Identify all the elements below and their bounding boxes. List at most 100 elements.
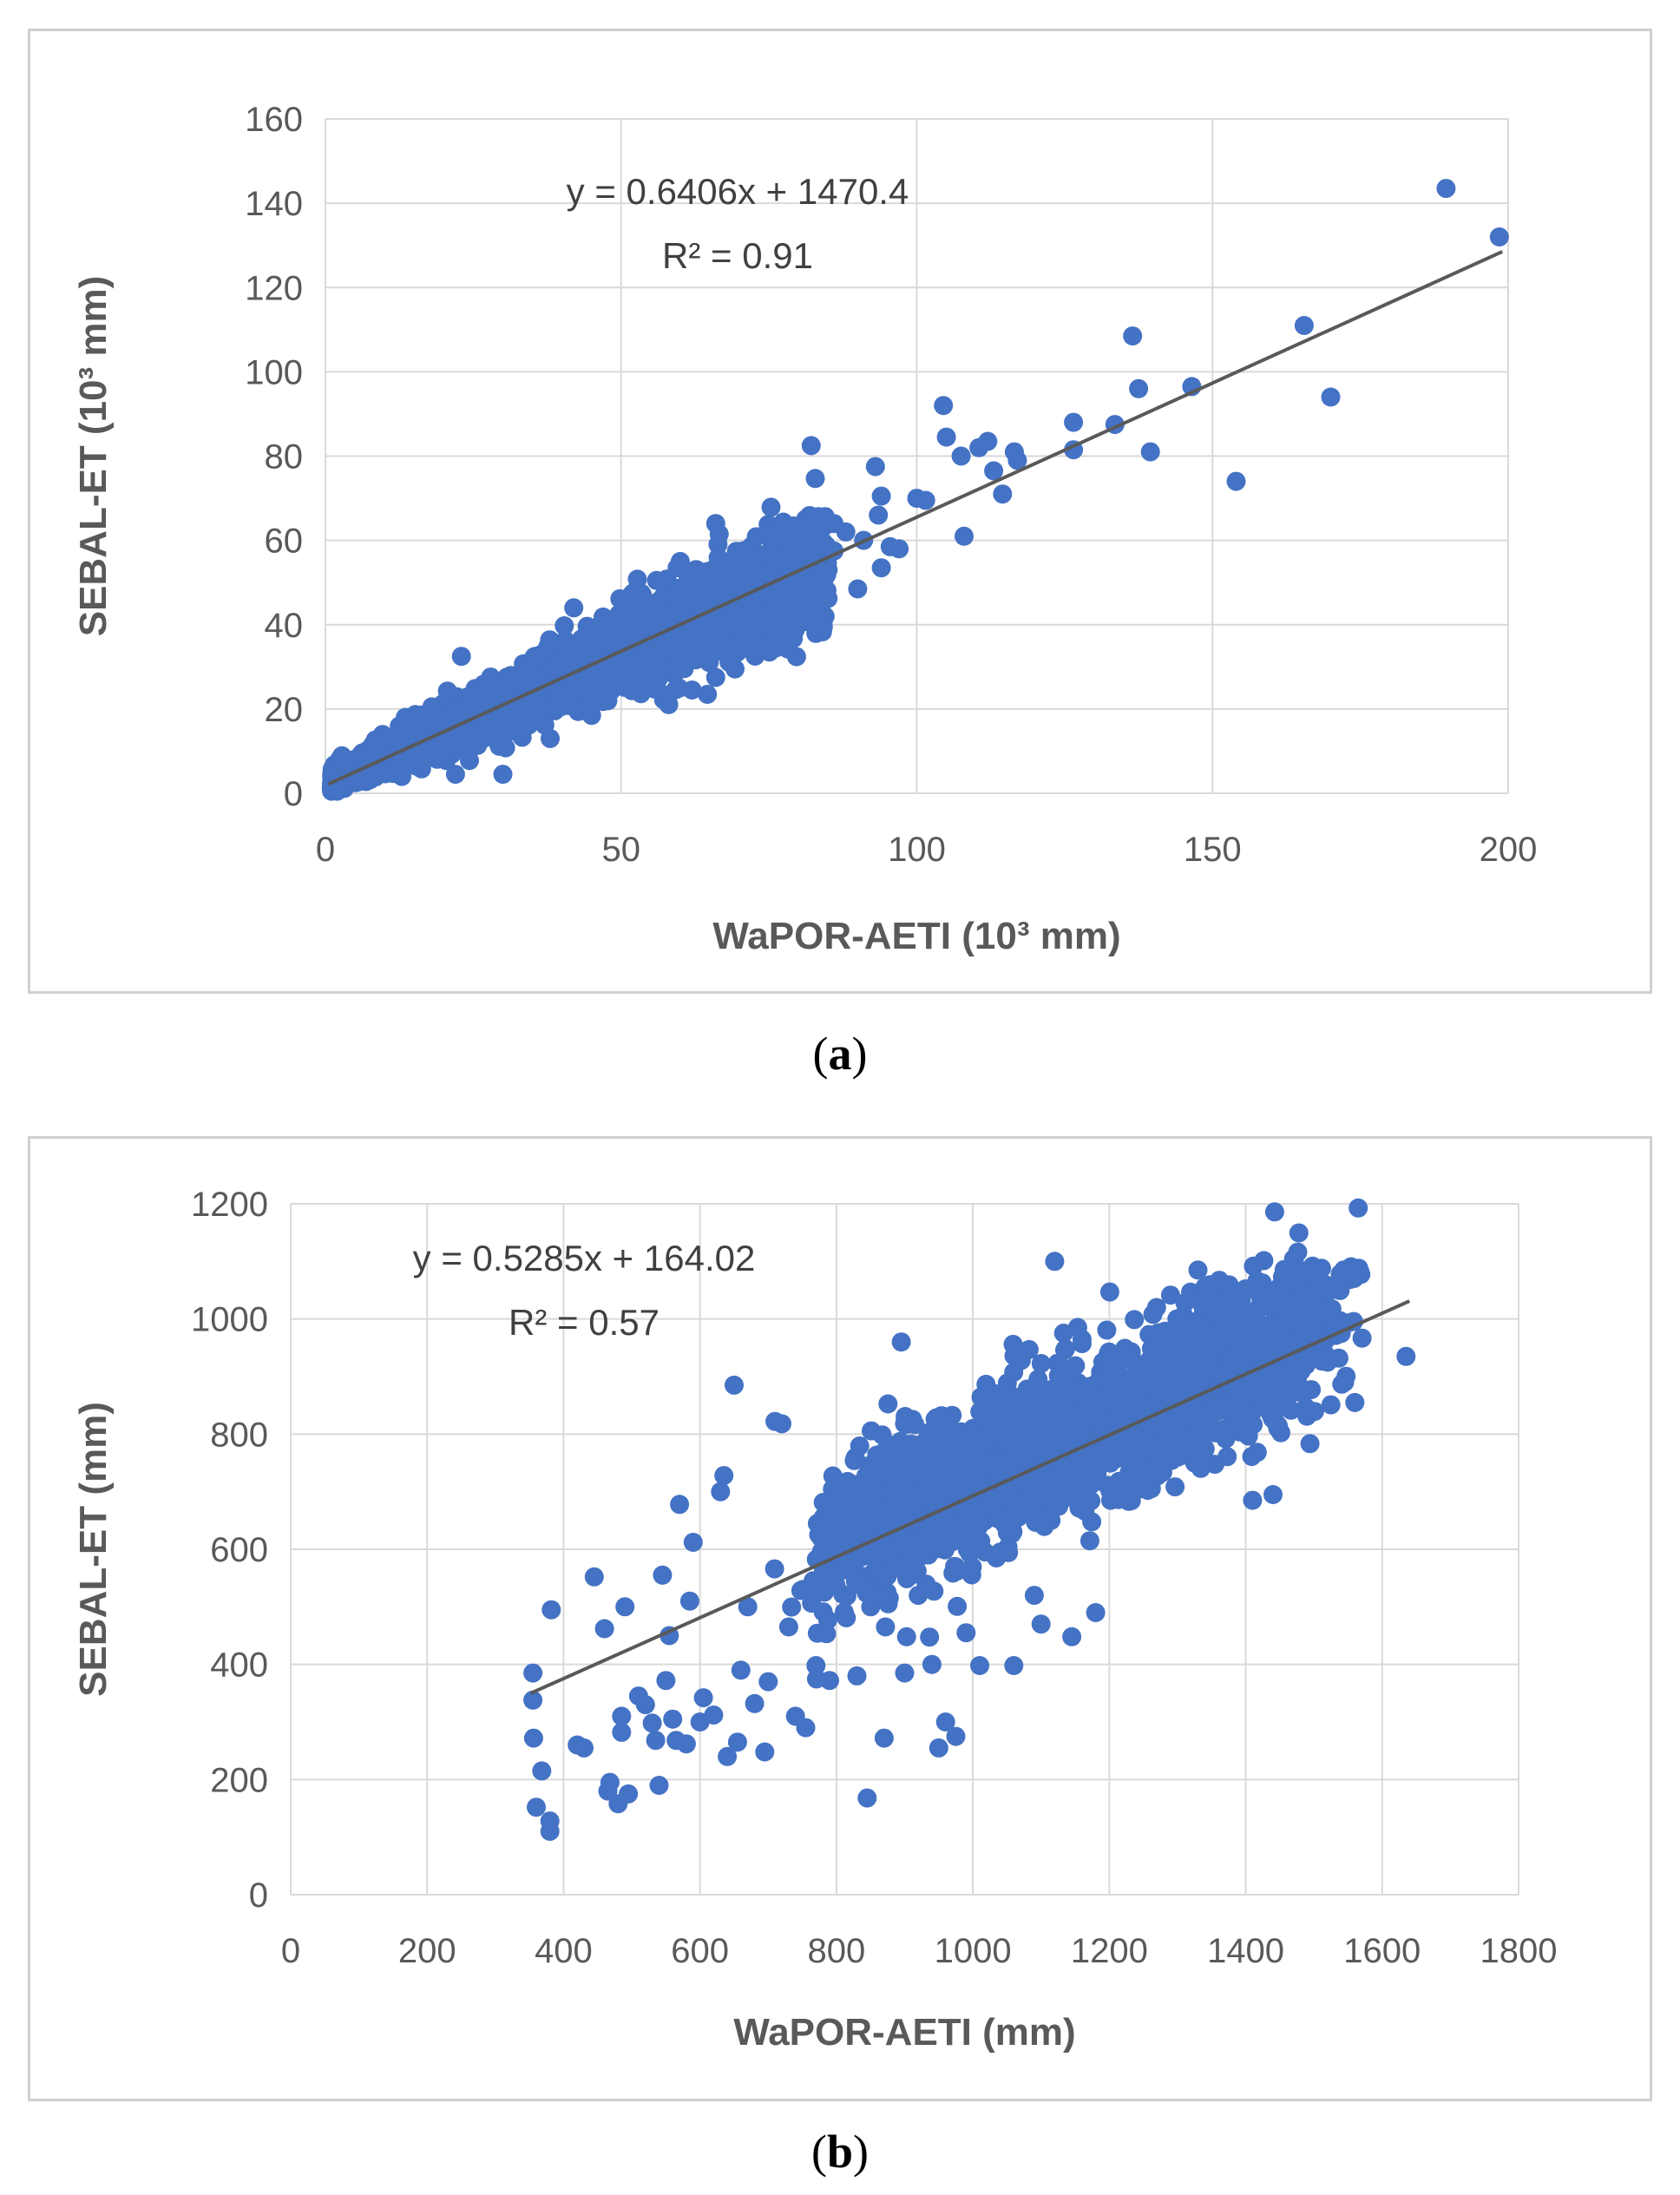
y-tick-label: 800 [210, 1416, 268, 1454]
data-point [705, 514, 725, 534]
data-point [1244, 1415, 1263, 1435]
data-point [942, 1532, 961, 1552]
data-point [993, 1511, 1013, 1531]
data-point [574, 1738, 594, 1758]
data-point [948, 1561, 968, 1581]
data-point [584, 1567, 604, 1587]
data-point [1165, 1477, 1185, 1497]
data-point [451, 647, 471, 667]
data-point [971, 1387, 991, 1407]
data-point [1062, 1627, 1082, 1646]
data-point [1160, 1285, 1180, 1305]
data-point [493, 765, 513, 785]
data-point [663, 1709, 683, 1729]
chart-panel-b: 0 200 400 600 800 1000 1200 1400 1600 1800 0 200 400… [28, 1136, 1652, 2101]
data-point [1066, 1383, 1085, 1403]
data-point [698, 617, 718, 637]
y-tick-label: 600 [210, 1531, 268, 1569]
data-point [920, 1627, 940, 1647]
data-point [847, 1666, 867, 1686]
data-point [1294, 316, 1314, 335]
data-point [765, 557, 785, 577]
data-point [1170, 1429, 1190, 1449]
data-point [1216, 1364, 1236, 1383]
data-point [1336, 1265, 1356, 1285]
data-point [1123, 326, 1143, 346]
data-point [581, 706, 601, 726]
data-point [1004, 1656, 1024, 1675]
data-point [1086, 1603, 1106, 1622]
x-tick-label: 1000 [935, 1932, 1012, 1970]
data-point [796, 1718, 816, 1738]
data-point [1284, 1309, 1303, 1329]
data-point [777, 614, 797, 634]
data-point [1244, 1278, 1264, 1298]
y-tick-label: 40 [265, 607, 304, 645]
data-point [778, 1617, 798, 1637]
data-point [970, 1656, 989, 1675]
data-point [1321, 1395, 1341, 1415]
data-point [1064, 412, 1084, 432]
data-point [634, 660, 654, 680]
data-point [1031, 1614, 1051, 1634]
data-point [1119, 1406, 1139, 1426]
data-point [1255, 1385, 1275, 1405]
data-point [837, 1608, 856, 1627]
data-point [912, 1453, 932, 1473]
data-point [1269, 1318, 1289, 1337]
data-point [1142, 1361, 1162, 1381]
data-point [955, 526, 974, 546]
data-point [555, 616, 574, 635]
trendline [529, 1299, 1411, 1695]
x-tick-label: 1200 [1071, 1932, 1148, 1970]
data-point [765, 531, 784, 551]
data-point [1191, 1458, 1211, 1478]
data-point [861, 1597, 881, 1617]
data-point [1067, 1318, 1087, 1337]
data-point [746, 527, 766, 547]
data-point [1300, 1434, 1320, 1454]
scatter-chart-a: 0 50 100 150 200 0 20 40 60 80 100 120 140 160 WaPOR-A… [72, 101, 1538, 957]
x-tick-label: 100 [888, 831, 946, 869]
scatter-chart-b: 0 200 400 600 800 1000 1200 1400 1600 1800 0 200 400… [72, 1186, 1557, 2054]
x-tick-label: 400 [535, 1932, 593, 1970]
data-point [830, 1484, 850, 1504]
data-point [895, 1663, 915, 1683]
data-point [1014, 1452, 1034, 1472]
data-point [485, 688, 505, 708]
data-point [896, 1494, 915, 1514]
data-point [1140, 442, 1160, 462]
data-point [924, 1581, 944, 1601]
data-point [765, 1559, 784, 1579]
data-point [1193, 1300, 1213, 1320]
data-point [830, 1561, 850, 1581]
x-tick-label: 200 [1480, 831, 1538, 869]
data-point [445, 765, 465, 785]
data-point [704, 1705, 724, 1725]
data-point [541, 728, 560, 748]
gridlines [325, 118, 1509, 794]
data-point [417, 713, 437, 733]
caption-b: (b) [810, 2126, 869, 2178]
data-point [594, 692, 614, 712]
data-point [871, 486, 891, 506]
x-tick-label: 150 [1184, 831, 1242, 869]
data-point [693, 1688, 713, 1708]
data-point [566, 680, 586, 700]
data-point [806, 608, 826, 628]
data-point [700, 633, 720, 653]
data-point [897, 1469, 917, 1489]
data-point [653, 1565, 673, 1585]
data-point [1041, 1510, 1061, 1530]
data-point [546, 698, 566, 718]
x-tick-label: 600 [671, 1932, 729, 1970]
y-tick-label: 400 [210, 1646, 268, 1685]
data-point [1197, 1348, 1217, 1368]
data-point [755, 1742, 775, 1762]
data-point [1304, 1402, 1324, 1422]
data-point [989, 1456, 1008, 1475]
y-tick-label: 0 [249, 1876, 268, 1915]
data-point [1217, 1310, 1237, 1330]
data-point [960, 1543, 980, 1563]
data-point [523, 1663, 543, 1683]
